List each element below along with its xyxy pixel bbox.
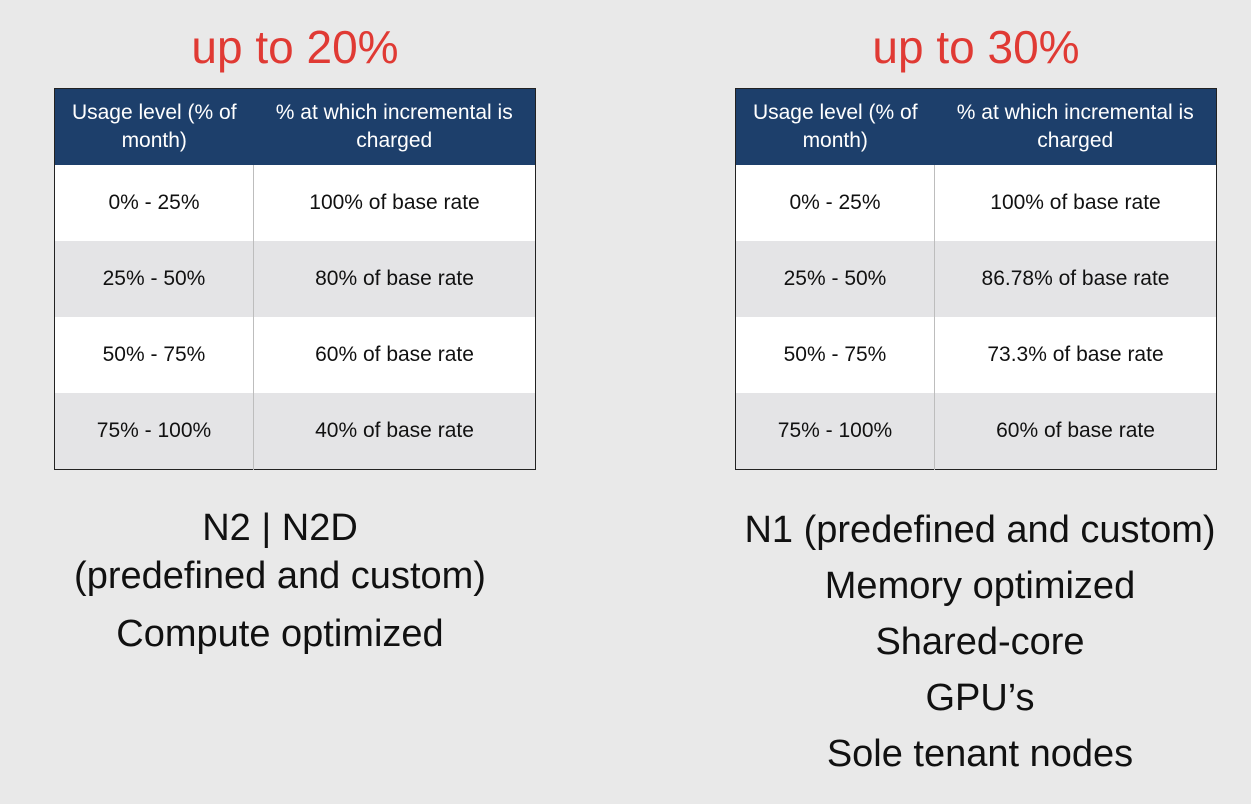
- charge-rate-cell: 86.78% of base rate: [934, 241, 1217, 317]
- right-machine-types: N1 (predefined and custom) Memory optimi…: [715, 502, 1245, 782]
- table-row: 50% - 75% 60% of base rate: [54, 317, 536, 393]
- charge-rate-cell: 60% of base rate: [934, 393, 1217, 470]
- machine-type-line: N2 | N2D: [202, 507, 358, 549]
- usage-level-cell: 50% - 75%: [735, 317, 935, 393]
- machine-type-line: N1 (predefined and custom): [744, 509, 1216, 551]
- right-discount-heading: up to 30%: [872, 21, 1080, 73]
- charge-rate-cell: 40% of base rate: [253, 393, 536, 470]
- machine-type-line: Sole tenant nodes: [826, 733, 1134, 775]
- table-header-row: Usage level (% of month) % at which incr…: [54, 88, 536, 165]
- right-panel: up to 30% Usage level (% of month) % at …: [620, 0, 1251, 804]
- charge-rate-cell: 60% of base rate: [253, 317, 536, 393]
- usage-level-cell: 75% - 100%: [54, 393, 254, 470]
- table-row: 25% - 50% 80% of base rate: [54, 241, 536, 317]
- machine-type-line: Compute optimized: [116, 613, 444, 655]
- usage-level-cell: 25% - 50%: [735, 241, 935, 317]
- machine-type-line: (predefined and custom): [74, 555, 486, 597]
- right-rate-table: Usage level (% of month) % at which incr…: [735, 88, 1217, 470]
- table-row: 25% - 50% 86.78% of base rate: [735, 241, 1217, 317]
- usage-level-cell: 25% - 50%: [54, 241, 254, 317]
- charge-rate-cell: 100% of base rate: [934, 165, 1217, 241]
- charge-rate-header: % at which incremental is charged: [253, 88, 536, 165]
- machine-type-line: Shared-core: [875, 621, 1085, 663]
- table-row: 0% - 25% 100% of base rate: [54, 165, 536, 241]
- machine-type-line: GPU’s: [925, 677, 1035, 719]
- table-header-row: Usage level (% of month) % at which incr…: [735, 88, 1217, 165]
- usage-level-header: Usage level (% of month): [735, 88, 935, 165]
- table-row: 75% - 100% 40% of base rate: [54, 393, 536, 470]
- usage-level-cell: 75% - 100%: [735, 393, 935, 470]
- left-panel: up to 20% Usage level (% of month) % at …: [0, 0, 620, 804]
- table-row: 50% - 75% 73.3% of base rate: [735, 317, 1217, 393]
- usage-level-cell: 0% - 25%: [54, 165, 254, 241]
- charge-rate-cell: 100% of base rate: [253, 165, 536, 241]
- left-machine-types: N2 | N2D (predefined and custom) Compute…: [20, 504, 540, 658]
- left-discount-heading: up to 20%: [191, 21, 399, 73]
- charge-rate-cell: 80% of base rate: [253, 241, 536, 317]
- table-row: 0% - 25% 100% of base rate: [735, 165, 1217, 241]
- usage-level-cell: 50% - 75%: [54, 317, 254, 393]
- usage-level-cell: 0% - 25%: [735, 165, 935, 241]
- table-row: 75% - 100% 60% of base rate: [735, 393, 1217, 470]
- charge-rate-cell: 73.3% of base rate: [934, 317, 1217, 393]
- left-rate-table: Usage level (% of month) % at which incr…: [54, 88, 536, 470]
- usage-level-header: Usage level (% of month): [54, 88, 254, 165]
- charge-rate-header: % at which incremental is charged: [934, 88, 1217, 165]
- machine-type-line: Memory optimized: [824, 565, 1136, 607]
